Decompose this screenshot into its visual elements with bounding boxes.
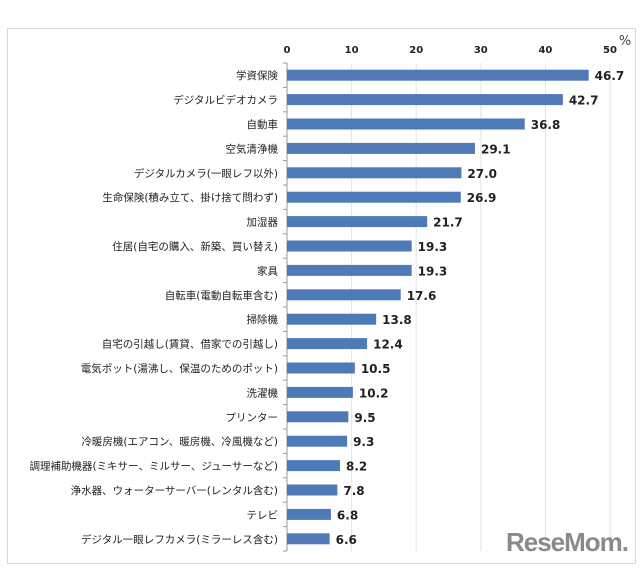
category-label: デジタルカメラ(一眼レフ以外) [134,167,278,180]
unit-label: % [619,34,631,49]
bar [287,508,331,520]
bar [287,289,401,301]
data-label: 9.5 [354,411,375,425]
data-label: 6.6 [336,533,357,547]
x-tick-label: 30 [474,45,488,56]
data-label: 19.3 [418,240,448,254]
x-tick-label: 20 [409,45,423,56]
category-label: 自宅の引越し(賃貸、借家での引越し) [102,338,278,351]
category-label: 住居(自宅の購入、新築、買い替え) [112,240,278,253]
x-tick-label: 10 [345,45,359,56]
data-label: 17.6 [407,289,437,303]
data-label: 46.7 [595,69,625,83]
bar [287,264,412,276]
bar [287,240,412,252]
data-label: 10.5 [361,362,391,376]
bar [287,216,428,228]
category-label: 掃除機 [247,313,279,326]
bar [287,484,338,496]
bar [287,362,355,374]
data-label: 42.7 [569,94,599,108]
category-label: 浄水器、ウォーターサーバー(レンタル含む) [71,484,278,497]
category-label: 学資保険 [236,69,278,82]
bar [287,313,377,325]
bar [287,94,563,106]
data-label: 7.8 [343,484,364,498]
bar [287,411,349,423]
category-label: テレビ [247,509,279,521]
category-label: 生命保険(積み立て、掛け捨て問わず) [102,191,278,204]
resemom-logo: ReseMom. [505,527,629,557]
x-tick-label: 40 [538,45,552,56]
data-label: 12.4 [373,338,403,352]
bar [287,167,462,179]
x-tick-label: 50 [603,45,617,56]
bar [287,142,475,154]
category-label: プリンター [226,412,279,424]
bar [287,533,330,545]
data-label: 13.8 [382,313,412,327]
category-label: 調理補助機器(ミキサー、ミルサー、ジューサーなど) [29,460,278,473]
data-label: 27.0 [467,167,497,181]
data-label: 36.8 [531,118,561,132]
category-label: 家具 [257,264,278,277]
bar [287,338,368,350]
data-label: 9.3 [353,435,374,449]
category-label: 洗濯機 [247,386,279,399]
data-label: 21.7 [433,216,463,230]
bar [287,191,461,203]
bar [287,435,348,447]
bar [287,118,525,130]
data-label: 19.3 [418,264,448,278]
category-label: 加湿器 [247,217,279,229]
data-label: 29.1 [481,142,511,156]
category-label: 空気清浄機 [226,142,279,155]
x-tick-label: 0 [284,45,291,56]
category-label: 冷暖房機(エアコン、暖房機、冷風機など) [81,435,278,448]
bar [287,386,353,398]
data-label: 8.2 [346,460,367,474]
category-label: デジタルビデオカメラ [173,94,278,107]
data-label: 6.8 [337,508,358,522]
category-label: 自転車(電動自転車含む) [165,289,278,302]
data-label: 26.9 [467,191,497,205]
category-label: 電気ポット(湯沸し、保温のためのポット) [81,362,278,375]
category-label: 自動車 [247,118,279,131]
bar [287,460,340,472]
data-label: 10.2 [359,386,389,400]
category-label: デジタル一眼レフカメラ(ミラーレス含む) [81,533,278,546]
bar [287,69,589,81]
